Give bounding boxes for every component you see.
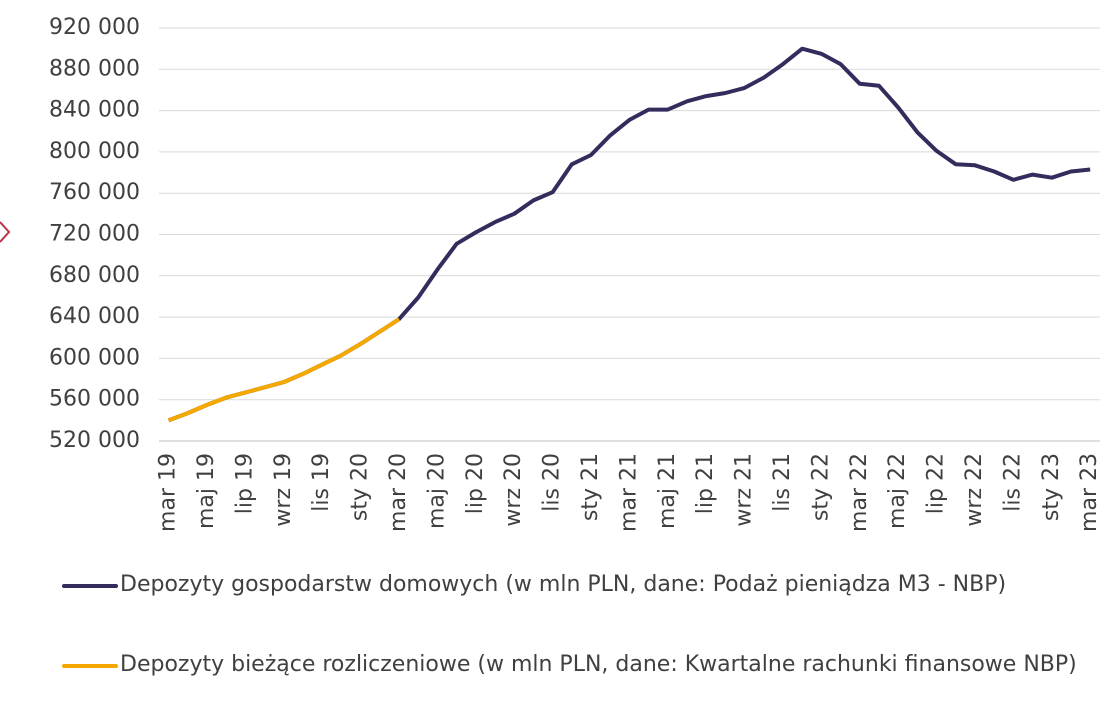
legend-swatch <box>62 584 118 588</box>
x-tick-label: maj 20 <box>424 453 449 529</box>
y-tick-label: 600 000 <box>49 345 140 370</box>
y-tick-label: 720 000 <box>49 222 140 247</box>
x-tick-label: wrz 19 <box>271 453 296 527</box>
x-tick-label: mar 19 <box>156 453 181 532</box>
legend-swatch <box>62 664 118 668</box>
legend-label: Depozyty gospodarstw domowych (w mln PLN… <box>120 572 1007 597</box>
x-tick-label: maj 19 <box>194 453 219 529</box>
x-tick-label: maj 21 <box>655 453 680 529</box>
y-tick-label: 880 000 <box>49 56 140 81</box>
legend-label: Depozyty bieżące rozliczeniowe (w mln PL… <box>120 652 1077 677</box>
x-tick-label: sty 22 <box>808 453 833 521</box>
y-tick-label: 520 000 <box>49 428 140 453</box>
legend-item: Depozyty gospodarstw domowych (w mln PLN… <box>62 568 1092 602</box>
x-tick-label: lip 20 <box>463 453 488 514</box>
x-tick-label: sty 20 <box>348 453 373 521</box>
x-tick-label: maj 22 <box>885 453 910 529</box>
x-tick-label: mar 20 <box>386 453 411 532</box>
x-tick-label: mar 23 <box>1077 453 1100 532</box>
series-line <box>167 317 401 423</box>
y-tick-label: 840 000 <box>49 98 140 123</box>
x-tick-label: sty 23 <box>1039 453 1064 521</box>
y-tick-label: 920 000 <box>49 15 140 40</box>
chart: 520 000 560 000 600 000 640 000 680 000 720 0… <box>0 15 1100 532</box>
x-tick-label: lip 21 <box>693 453 718 514</box>
y-tick-label: 800 000 <box>49 139 140 164</box>
x-tick-label: mar 21 <box>616 453 641 532</box>
side-marker <box>0 221 11 243</box>
x-tick-label: lip 19 <box>232 453 257 514</box>
x-tick-label: mar 22 <box>847 453 872 532</box>
x-tick-label: wrz 21 <box>732 453 757 527</box>
y-tick-label: 560 000 <box>49 387 140 412</box>
x-tick-label: lis 21 <box>770 453 795 512</box>
x-tick-label: lis 22 <box>1000 453 1025 512</box>
x-tick-label: lis 20 <box>540 453 565 512</box>
y-tick-label: 760 000 <box>49 180 140 205</box>
x-tick-label: wrz 20 <box>501 453 526 527</box>
x-tick-label: lip 22 <box>924 453 949 514</box>
x-tick-label: sty 21 <box>578 453 603 521</box>
y-tick-label: 640 000 <box>49 304 140 329</box>
y-tick-label: 680 000 <box>49 263 140 288</box>
x-tick-label: lis 19 <box>309 453 334 512</box>
legend-item: Depozyty bieżące rozliczeniowe (w mln PL… <box>62 648 1092 682</box>
x-tick-label: wrz 22 <box>962 453 987 527</box>
